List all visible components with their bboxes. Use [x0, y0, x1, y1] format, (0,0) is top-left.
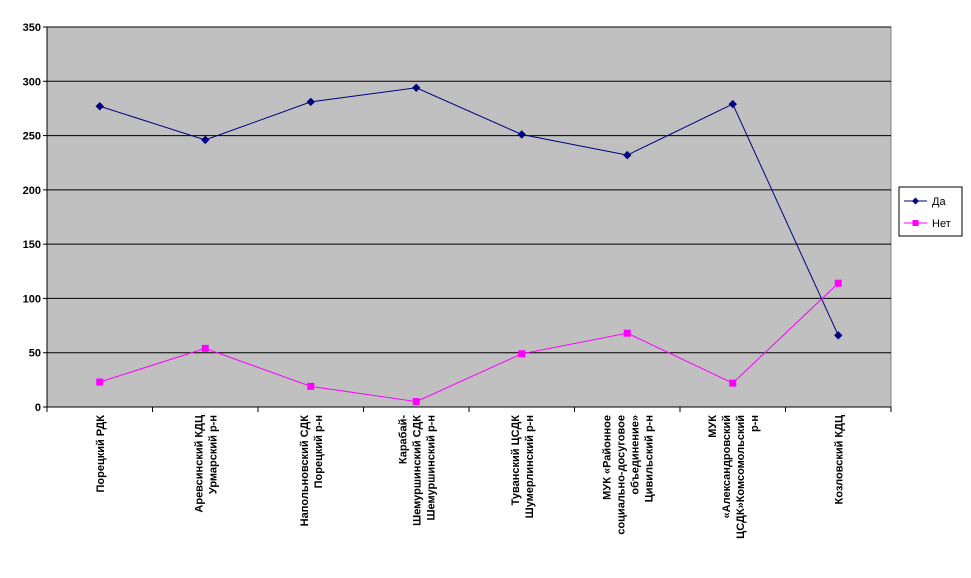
x-tick-label: ЦСДК»Комсомольский — [735, 415, 747, 539]
x-tick-label: объединение» — [629, 415, 641, 495]
y-tick-label: 200 — [23, 185, 41, 197]
x-category-label: Аревсинский КДЦ Урмарский р-н — [193, 415, 219, 513]
x-tick-label: социально-досуговое — [615, 415, 627, 535]
data-point — [834, 331, 843, 340]
legend-marker — [912, 197, 919, 205]
data-point — [517, 130, 526, 139]
data-point — [834, 279, 842, 287]
y-tick-label: 250 — [23, 131, 41, 143]
series-group — [95, 83, 843, 406]
x-tick-label: МУК «Районное — [601, 415, 613, 500]
y-tick-label: 150 — [23, 239, 41, 251]
y-tick-label: 350 — [23, 22, 41, 34]
data-point — [728, 99, 737, 109]
x-tick-label: Напольновский СДК — [299, 415, 311, 527]
x-tick-label: Порецкий РДК — [95, 415, 107, 493]
y-tick-label: 300 — [23, 76, 41, 88]
x-category-label: Карабай- Шемуршинский СДК Шемуршинский р-н — [397, 415, 437, 526]
data-point — [306, 97, 315, 107]
x-tick-label: р-н — [749, 415, 761, 432]
y-tick-label: 0 — [35, 402, 41, 414]
axes: 0 50 100 150 200 250 300 350 Порецкий РДК Аревсин… — [23, 22, 892, 539]
data-point — [518, 350, 526, 358]
legend-label: Нет — [932, 218, 951, 230]
series-line-2 — [99, 282, 839, 403]
x-tick-label: Порецкий р-н — [313, 415, 325, 488]
x-category-label: Порецкий РДК — [95, 415, 107, 493]
data-point — [95, 102, 104, 111]
x-category-label: МУК «Александровский ЦСДК»Комсомольский р-н — [707, 415, 761, 539]
legend-marker — [912, 220, 919, 226]
data-point — [307, 382, 315, 390]
data-point — [412, 398, 420, 406]
x-tick-label: Шемуршинский р-н — [425, 415, 437, 521]
data-point — [623, 329, 631, 337]
x-tick-label: Шемуршинский СДК — [411, 415, 423, 526]
plot-area — [46, 26, 892, 408]
legend-label: Да — [932, 196, 946, 208]
x-tick-label: Шумерлинский р-н — [524, 415, 536, 518]
x-tick-label: Аревсинский КДЦ — [193, 415, 205, 513]
legend: Да Нет — [898, 186, 963, 237]
x-category-label: Козловский КДЦ — [833, 415, 845, 504]
x-tick-label: Туванский ЦСДК — [510, 415, 522, 506]
y-tick-label: 50 — [29, 348, 41, 360]
x-tick-label: Урмарский р-н — [207, 415, 219, 494]
data-point — [623, 150, 632, 160]
x-category-label: Туванский ЦСДК Шумерлинский р-н — [510, 415, 536, 519]
y-tick-label: 100 — [23, 293, 41, 305]
x-tick-label: Карабай- — [397, 415, 409, 464]
series-line-1 — [99, 87, 839, 336]
x-category-label: Напольновский СДК Порецкий р-н — [299, 415, 325, 527]
x-tick-label: «Александровский — [721, 415, 733, 518]
x-tick-label: МУК — [707, 415, 719, 438]
data-point — [96, 378, 104, 386]
x-tick-label: Цивильский р-н — [643, 415, 655, 502]
data-point — [201, 344, 209, 352]
data-point — [729, 379, 737, 387]
x-tick-label: Козловский КДЦ — [833, 415, 845, 504]
x-category-label: МУК «Районное социально-досуговое объедине… — [601, 415, 655, 535]
plot-background — [46, 26, 892, 408]
legend-box — [898, 186, 963, 237]
data-point — [201, 135, 210, 145]
data-point — [412, 83, 421, 93]
